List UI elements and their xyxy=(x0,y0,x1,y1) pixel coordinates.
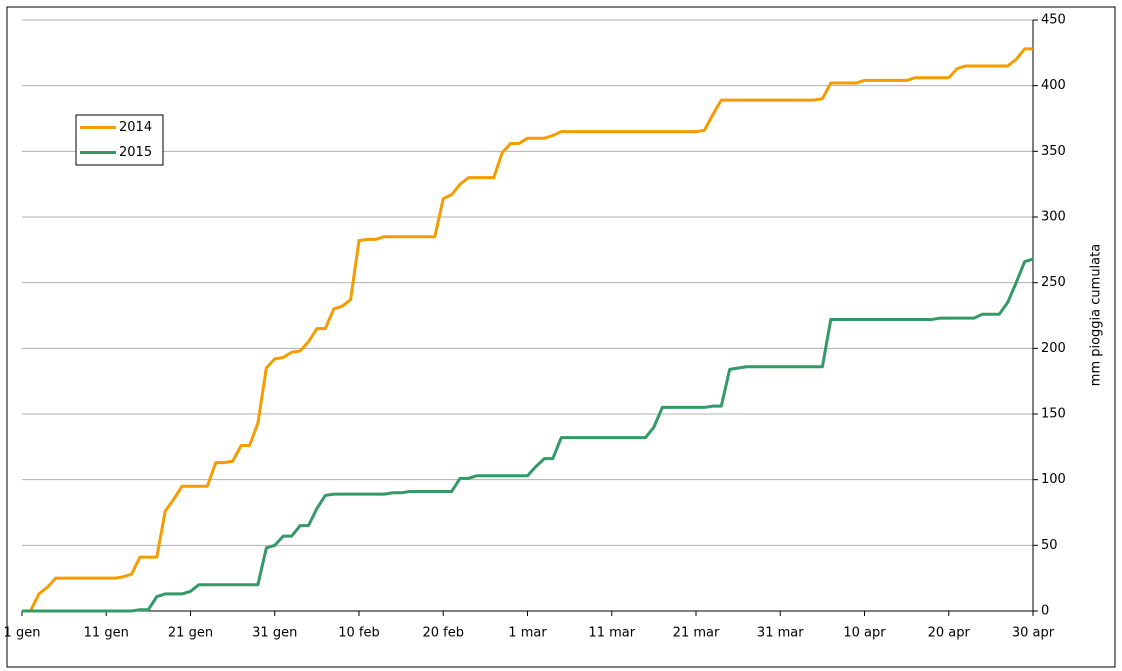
y-tick-label: 450 xyxy=(1041,13,1066,28)
y-tick-label: 350 xyxy=(1041,144,1066,159)
y-tick-label: 250 xyxy=(1041,275,1066,290)
x-tick-label: 1 gen xyxy=(4,626,41,641)
x-tick-label: 30 apr xyxy=(1012,626,1055,641)
x-tick-label: 21 gen xyxy=(168,626,213,641)
x-tick-label: 20 feb xyxy=(422,626,464,641)
x-tick-label: 20 apr xyxy=(928,626,971,641)
x-tick-label: 21 mar xyxy=(673,626,720,641)
y-tick-label: 150 xyxy=(1041,407,1066,422)
legend-label: 2014 xyxy=(119,120,152,135)
y-tick-label: 0 xyxy=(1041,604,1049,619)
y-tick-label: 200 xyxy=(1041,341,1066,356)
y-axis-title: mm pioggia cumulata xyxy=(1089,244,1104,386)
y-tick-label: 100 xyxy=(1041,472,1066,487)
x-tick-label: 1 mar xyxy=(508,626,547,641)
legend-box xyxy=(75,114,164,166)
x-tick-label: 11 mar xyxy=(588,626,635,641)
x-tick-label: 31 gen xyxy=(252,626,297,641)
series-line xyxy=(22,47,1033,613)
series-line xyxy=(22,257,1034,613)
y-tick-label: 300 xyxy=(1041,210,1066,225)
x-tick-label: 10 feb xyxy=(338,626,380,641)
y-tick-label: 400 xyxy=(1041,78,1066,93)
x-tick-label: 10 apr xyxy=(843,626,886,641)
legend-label: 2015 xyxy=(119,145,152,160)
x-tick-label: 11 gen xyxy=(84,626,129,641)
y-tick-label: 50 xyxy=(1041,538,1058,553)
x-tick-label: 31 mar xyxy=(757,626,804,641)
chart-frame xyxy=(6,6,1116,668)
